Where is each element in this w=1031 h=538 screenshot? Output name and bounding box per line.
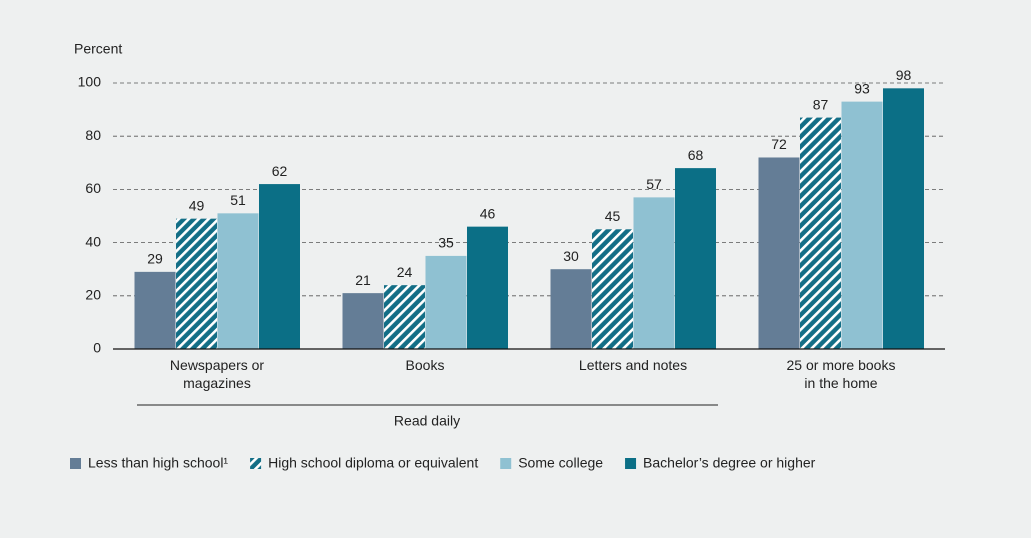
value-label: 57 xyxy=(646,176,662,192)
value-label: 51 xyxy=(230,192,246,208)
y-tick-label: 100 xyxy=(78,74,102,90)
bar xyxy=(425,255,467,349)
y-tick-label: 60 xyxy=(85,180,101,196)
x-tick-label: Letters and notes xyxy=(578,357,688,373)
value-label: 21 xyxy=(355,272,371,288)
legend-swatch xyxy=(500,458,512,469)
bar xyxy=(134,271,176,349)
value-label: 72 xyxy=(771,136,787,152)
bar xyxy=(675,168,716,349)
x-tick-label: 25 or more books in the home xyxy=(786,357,896,391)
bar xyxy=(883,88,924,349)
x-tick-label: Books xyxy=(405,357,445,373)
value-label: 87 xyxy=(813,96,829,112)
group-label: Read daily xyxy=(394,413,460,429)
value-label: 45 xyxy=(605,208,621,224)
value-label: 29 xyxy=(147,251,163,267)
bar xyxy=(467,226,508,349)
value-label: 30 xyxy=(563,248,579,264)
bar xyxy=(217,213,259,349)
legend-swatch xyxy=(250,458,262,469)
legend-label: High school diploma or equivalent xyxy=(268,455,478,471)
bar xyxy=(176,218,217,349)
bar xyxy=(342,293,384,349)
value-label: 98 xyxy=(896,67,912,83)
value-label: 24 xyxy=(397,264,413,280)
y-tick-label: 0 xyxy=(93,340,101,356)
y-axis-label: Percent xyxy=(74,41,122,57)
bar xyxy=(800,117,841,349)
legend-swatch xyxy=(70,458,81,469)
legend-label: Bachelor’s degree or higher xyxy=(643,455,816,471)
value-label: 49 xyxy=(189,197,205,213)
y-tick-label: 40 xyxy=(85,233,101,249)
y-tick-label: 80 xyxy=(85,127,101,143)
value-label: 46 xyxy=(480,205,496,221)
value-label: 93 xyxy=(854,80,870,96)
legend-swatch xyxy=(625,458,637,469)
y-tick-label: 20 xyxy=(85,287,101,303)
legend-label: Some college xyxy=(518,455,603,471)
bar xyxy=(758,157,800,349)
bar xyxy=(259,184,300,349)
legend-label: Less than high school¹ xyxy=(88,455,228,471)
bar xyxy=(633,197,675,349)
x-tick-label: Newspapers or magazines xyxy=(169,357,265,391)
value-label: 68 xyxy=(688,147,704,163)
bar xyxy=(841,101,883,350)
bar xyxy=(550,269,592,349)
value-label: 62 xyxy=(272,163,288,179)
bar xyxy=(384,285,425,349)
bar xyxy=(592,229,633,349)
value-label: 35 xyxy=(438,235,454,251)
